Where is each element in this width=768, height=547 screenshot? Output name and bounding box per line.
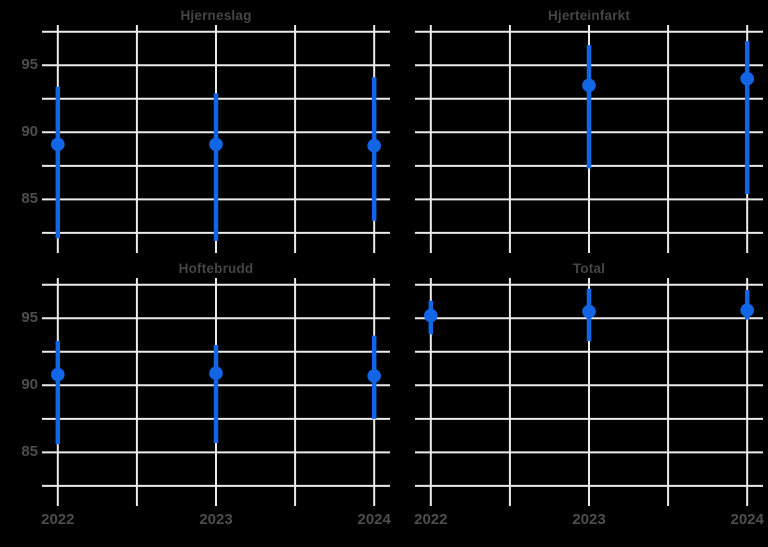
point-estimate-marker [209,366,223,381]
y-axis-tick-label: 95 [21,56,38,74]
point-estimate-marker [51,367,65,382]
y-axis-tick-label: 95 [21,309,38,327]
x-axis-tick-label: 2023 [199,511,233,528]
y-axis-tick-label: 85 [21,190,38,208]
plot-area-hoftebrudd [42,278,390,506]
y-axis-tick-label: 90 [21,376,38,394]
y-axis-tick-label: 90 [21,123,38,141]
subplot-title-hoftebrudd: Hoftebrudd [178,261,254,276]
plot-area-hjerneslag [42,25,390,253]
point-estimate-marker [740,303,754,317]
x-axis-tick-label: 2022 [41,511,75,528]
x-axis-tick-label: 2024 [357,511,391,528]
point-estimate-marker [51,137,65,152]
y-axis-tick-label: 85 [21,443,38,461]
point-estimate-marker [582,304,596,319]
subplot-title-total: Total [572,261,606,276]
point-estimate-marker [367,369,381,383]
x-axis-tick-label: 2023 [572,511,606,528]
subplot-title-hjerneslag: Hjerneslag [180,8,252,23]
point-estimate-marker [424,308,438,323]
plot-area-hjerteinfarkt [415,25,763,253]
point-estimate-marker [582,78,596,93]
x-axis-tick-label: 2024 [730,511,764,528]
point-estimate-marker [367,138,381,153]
plot-area-total [415,278,763,506]
subplot-title-hjerteinfarkt: Hjerteinfarkt [547,8,631,23]
point-estimate-marker [740,71,754,86]
x-axis-tick-label: 2022 [414,511,448,528]
point-estimate-marker [209,137,223,152]
